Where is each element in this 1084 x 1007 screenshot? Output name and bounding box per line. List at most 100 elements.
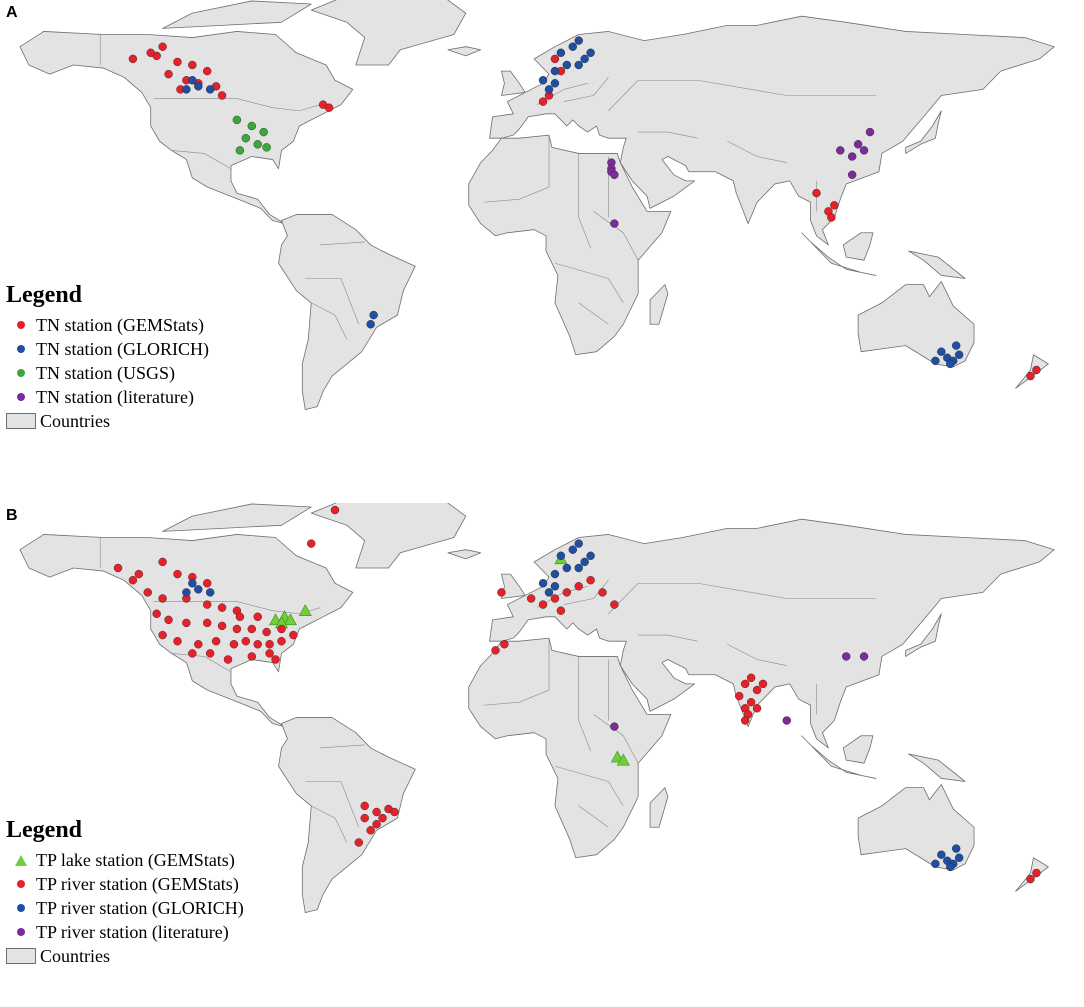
station-marker-glorich <box>568 42 577 51</box>
station-marker-gemstats <box>752 704 762 713</box>
station-marker-gemstats <box>173 636 182 646</box>
station-marker-gemstats <box>229 640 239 649</box>
station-marker-glorich <box>574 539 583 548</box>
station-marker-gemstats <box>265 649 274 658</box>
station-marker-literature <box>842 652 851 661</box>
station-marker-glorich <box>937 347 946 356</box>
station-marker-glorich <box>538 76 548 85</box>
legend-item-countries: Countries <box>6 944 244 968</box>
station-marker-gemstats <box>354 838 363 847</box>
station-marker-glorich <box>194 585 203 594</box>
station-marker-gemstats <box>827 213 836 222</box>
station-marker-gemstats <box>497 588 506 597</box>
station-marker-gemstats <box>158 557 167 567</box>
station-marker-gemstats <box>113 563 123 573</box>
station-marker-glorich <box>946 359 955 369</box>
country-border <box>305 278 360 325</box>
landmass-eurasia <box>489 518 1055 749</box>
station-marker-glorich <box>544 85 554 94</box>
station-marker-gemstats <box>232 624 242 634</box>
station-marker-glorich <box>574 36 583 45</box>
legend-label: TN station (GEMStats) <box>36 314 204 335</box>
station-marker-gemstats <box>746 697 756 707</box>
country-border <box>638 634 698 642</box>
station-marker-glorich <box>574 563 583 573</box>
station-marker-gemstats <box>752 685 762 695</box>
station-marker-gemstats <box>217 603 227 612</box>
station-marker-gemstats <box>158 42 167 51</box>
legend-item: TP river station (literature) <box>6 920 244 944</box>
legend-item-countries: Countries <box>6 409 209 433</box>
country-border <box>578 302 609 325</box>
landmass-eurasia <box>489 15 1055 246</box>
station-marker-gemstats <box>202 66 212 76</box>
world-map-a <box>19 0 1055 411</box>
legend-title: Legend <box>6 817 83 843</box>
station-marker-literature <box>859 652 869 661</box>
station-marker-glorich <box>931 356 940 366</box>
station-marker-usgs <box>241 133 251 143</box>
station-marker-gemstats <box>253 640 262 649</box>
station-marker-gemstats <box>202 579 212 588</box>
station-marker-gemstats <box>247 624 256 634</box>
legend-label: TN station (GLORICH) <box>36 338 209 359</box>
station-marker-gemstats <box>562 588 572 597</box>
panel-a: A Legend TN station (GEMStats) TN statio… <box>0 0 1084 500</box>
station-marker-gemstats <box>158 630 167 640</box>
station-marker-gemstats <box>202 600 212 609</box>
country-border <box>563 580 609 605</box>
countries-swatch <box>6 948 36 964</box>
station-marker-gemstats <box>390 807 399 817</box>
station-marker-gemstats <box>194 640 203 649</box>
legend-label: TN station (literature) <box>36 386 194 407</box>
country-border <box>593 714 639 764</box>
station-marker-gemstats <box>217 621 227 631</box>
station-marker-gemstats <box>491 646 500 655</box>
station-marker-glorich <box>538 579 548 588</box>
panel-b: B Legend TP lake station (GEMStats) TP r… <box>0 503 1084 1003</box>
station-marker-glorich <box>205 588 215 597</box>
station-marker-gemstats <box>158 594 167 603</box>
legend-symbol <box>6 361 36 385</box>
station-marker-usgs <box>259 127 268 137</box>
legend-item: TP lake station (GEMStats) <box>6 848 244 872</box>
station-marker-glorich <box>550 569 560 579</box>
country-border <box>153 98 321 112</box>
station-marker-literature <box>610 722 619 731</box>
station-marker-gemstats <box>598 588 607 597</box>
station-marker-gemstats <box>830 201 839 210</box>
station-marker-glorich <box>550 79 560 88</box>
station-marker-gemstats <box>143 588 152 597</box>
station-marker-gemstats <box>223 655 233 664</box>
country-border <box>578 153 591 249</box>
station-marker-literature <box>865 127 875 137</box>
country-border <box>483 638 550 706</box>
station-marker-glorich <box>544 588 554 597</box>
landmass-madagascar <box>649 284 669 325</box>
station-marker-glorich <box>954 350 964 359</box>
landmass-japan <box>905 110 942 154</box>
station-marker-gemstats <box>586 575 595 585</box>
countries-layer-b <box>19 503 1055 914</box>
station-marker-glorich <box>586 48 595 57</box>
country-border <box>593 211 639 261</box>
countries-layer-a <box>19 0 1055 411</box>
station-marker-glorich <box>182 85 191 94</box>
station-marker-glorich <box>562 60 572 70</box>
country-border <box>563 77 609 102</box>
legend-label: TP river station (literature) <box>36 921 229 942</box>
country-border <box>311 302 348 340</box>
stations-layer-b <box>113 505 1041 884</box>
legend-symbol <box>6 313 36 337</box>
station-marker-glorich <box>562 563 572 573</box>
station-marker-gemstats <box>271 655 280 664</box>
country-border <box>608 582 876 614</box>
country-border <box>554 765 624 807</box>
station-marker-gemstats <box>538 97 548 106</box>
station-marker-glorich <box>556 551 566 560</box>
station-marker-gemstats <box>128 575 138 585</box>
landmass-australia <box>857 281 975 368</box>
landmass-madagascar <box>649 787 669 828</box>
landmass-iceland <box>447 549 482 560</box>
station-marker-glorich <box>931 859 940 869</box>
